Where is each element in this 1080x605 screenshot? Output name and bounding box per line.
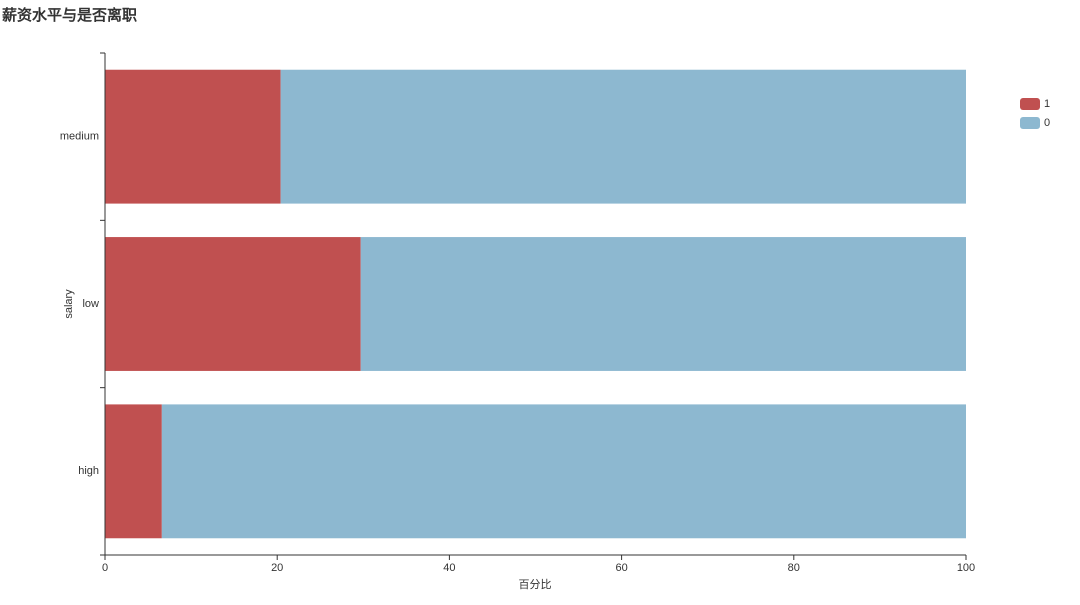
x-tick-label: 0 — [102, 562, 108, 574]
x-tick-label: 80 — [788, 562, 800, 574]
bar — [105, 69, 281, 204]
y-tick-label: high — [78, 465, 99, 477]
legend-label: 0 — [1044, 117, 1050, 129]
bar — [280, 69, 966, 204]
bar — [105, 237, 361, 371]
bar — [105, 404, 162, 539]
x-tick-label: 40 — [443, 562, 455, 574]
y-tick-label: low — [82, 298, 99, 310]
x-tick-label: 60 — [615, 562, 627, 574]
legend-swatch — [1020, 98, 1040, 110]
x-tick-label: 100 — [957, 562, 975, 574]
chart-title: 薪资水平与是否离职 — [2, 6, 137, 24]
bar — [161, 404, 967, 539]
bar — [360, 237, 966, 371]
y-axis-label: salary — [63, 289, 75, 319]
legend-label: 1 — [1044, 98, 1050, 110]
y-tick-label: medium — [60, 131, 99, 143]
x-axis-label: 百分比 — [519, 578, 552, 591]
legend-swatch — [1020, 117, 1040, 129]
x-tick-label: 20 — [271, 562, 283, 574]
